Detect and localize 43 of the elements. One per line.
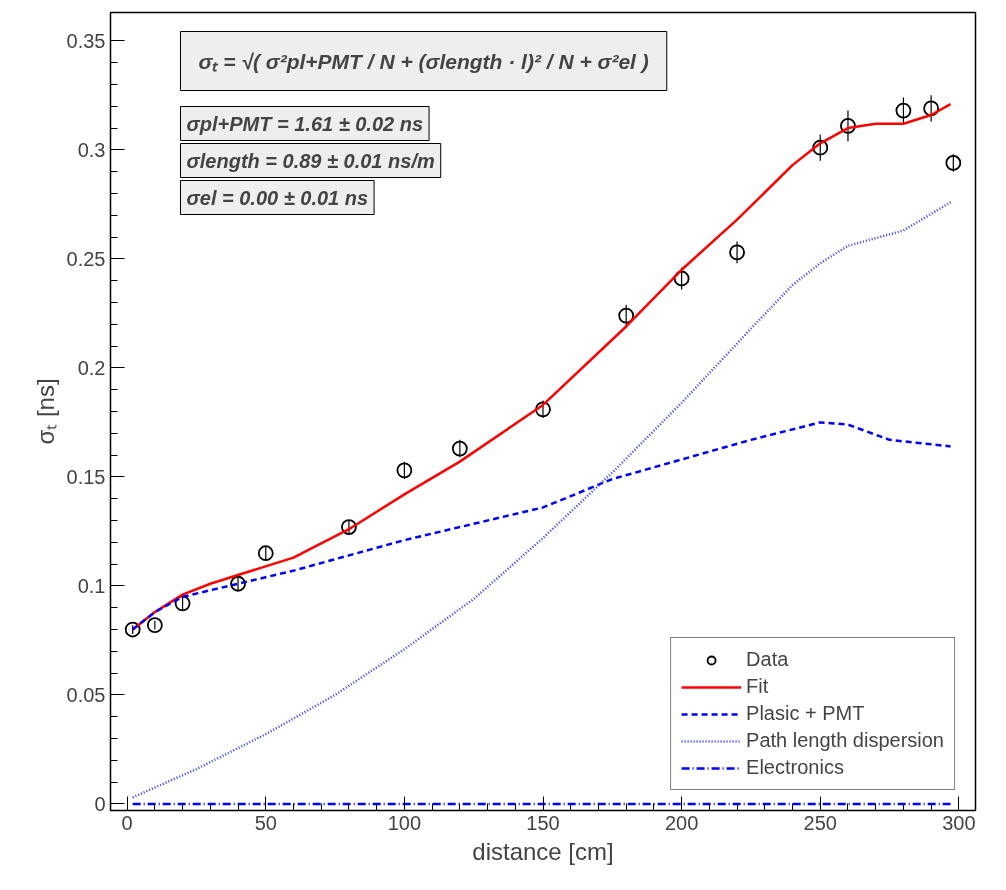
y-tick-label: 0.1 bbox=[77, 574, 106, 597]
y-tick-label: 0.35 bbox=[66, 29, 106, 52]
x-tick-label: 100 bbox=[387, 811, 422, 834]
y-tick-label: 0.15 bbox=[66, 465, 106, 488]
x-tick-label: 300 bbox=[942, 811, 976, 834]
point bbox=[729, 244, 745, 261]
legend-label: Fit bbox=[746, 675, 769, 698]
legend-label: Plasic + PMT bbox=[746, 702, 865, 725]
y-tick-label: 0.05 bbox=[66, 683, 106, 706]
point bbox=[945, 155, 962, 171]
legend-label: Data bbox=[746, 648, 789, 671]
y-tick-label: 0.3 bbox=[77, 138, 106, 161]
point bbox=[230, 575, 246, 592]
point bbox=[535, 401, 551, 418]
point bbox=[451, 440, 468, 457]
line-series bbox=[131, 421, 952, 631]
y-tick-label: 0 bbox=[94, 792, 106, 815]
y-axis-title: σₜ [ns] bbox=[31, 378, 59, 445]
x-tick-label: 150 bbox=[526, 811, 560, 834]
x-tick-label: 250 bbox=[803, 811, 837, 834]
point bbox=[174, 595, 191, 612]
legend-label: Electronics bbox=[746, 756, 844, 779]
annotation: σₜ = √( σ²pl+PMT / N + (σlength · l)² / N + σ²el ) bbox=[198, 49, 649, 73]
annotation: σpl+PMT = 1.61 ± 0.02 ns bbox=[186, 112, 424, 135]
y-tick-label: 0.25 bbox=[66, 247, 106, 270]
point bbox=[812, 139, 829, 156]
point bbox=[124, 621, 141, 638]
x-tick-label: 200 bbox=[664, 811, 699, 834]
x-tick-label: 50 bbox=[254, 811, 277, 834]
point bbox=[396, 462, 413, 479]
point bbox=[923, 100, 940, 117]
x-tick-label: 0 bbox=[121, 811, 133, 834]
y-tick-label: 0.2 bbox=[77, 356, 106, 379]
x-axis-title: distance [cm] bbox=[472, 837, 614, 865]
annotation: σel = 0.00 ± 0.01 ns bbox=[186, 186, 369, 209]
annotation: σlength = 0.89 ± 0.01 ns/m bbox=[186, 149, 435, 172]
point bbox=[840, 117, 856, 134]
point bbox=[341, 519, 357, 535]
point bbox=[618, 307, 635, 324]
legend-label: Path length dispersion bbox=[746, 729, 944, 752]
point bbox=[146, 617, 163, 634]
point bbox=[257, 545, 274, 562]
point bbox=[895, 102, 912, 119]
